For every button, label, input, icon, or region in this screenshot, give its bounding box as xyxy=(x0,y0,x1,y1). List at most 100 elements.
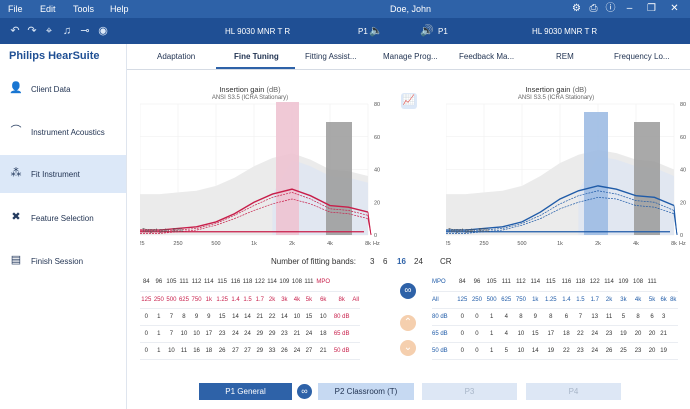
gain-cell[interactable]: 22 xyxy=(577,330,584,337)
gain-cell[interactable]: 23 xyxy=(577,347,584,354)
bands-option-3[interactable]: 3 xyxy=(370,257,375,266)
gain-cell[interactable]: 0 xyxy=(460,347,464,354)
gain-cell[interactable]: 17 xyxy=(547,330,555,337)
gain-cell[interactable]: 7 xyxy=(169,330,174,337)
gain-cell[interactable]: 84 xyxy=(142,279,150,286)
cr-label[interactable]: CR xyxy=(440,257,452,266)
gain-cell[interactable]: 33 xyxy=(268,347,276,354)
gain-cell[interactable]: 0 xyxy=(144,313,148,320)
gain-cell[interactable]: 0 xyxy=(460,313,464,320)
gain-cell[interactable]: 1 xyxy=(157,330,161,337)
minimize-icon[interactable]: – xyxy=(626,3,633,14)
gain-cell[interactable]: 24 xyxy=(244,330,251,337)
tab-fine-tuning[interactable]: Fine Tuning xyxy=(234,52,279,61)
gain-cell[interactable]: 125 xyxy=(141,296,152,303)
gain-cell[interactable]: 111 xyxy=(304,279,314,286)
gain-cell[interactable]: 3k xyxy=(620,296,627,303)
music-icon[interactable]: ♫ xyxy=(62,25,72,37)
gain-cell[interactable]: 19 xyxy=(547,347,555,354)
chevron-up-icon[interactable]: ⌃ xyxy=(400,315,416,331)
tab-frequency-lowering[interactable]: Frequency Lo... xyxy=(614,52,670,61)
gain-cell[interactable]: 105 xyxy=(166,279,177,286)
gain-cell[interactable]: 1.5 xyxy=(243,296,252,303)
gain-cell[interactable]: 26 xyxy=(281,347,288,354)
gain-cell[interactable]: 250 xyxy=(153,296,164,303)
gain-cell[interactable]: 21 xyxy=(293,330,301,337)
gain-cell[interactable]: 7 xyxy=(578,313,583,320)
gain-cell[interactable]: 0 xyxy=(144,330,148,337)
program-button-p4[interactable]: P4 xyxy=(526,383,621,400)
gain-cell[interactable]: 18 xyxy=(205,347,213,354)
print-icon[interactable]: ⎙ xyxy=(589,3,598,14)
gain-cell[interactable]: 1.25 xyxy=(544,296,557,303)
gain-cell[interactable]: 6 xyxy=(564,313,569,320)
gain-cell[interactable]: 5 xyxy=(504,347,508,354)
menu-help[interactable]: Help xyxy=(110,4,129,14)
gain-cell[interactable]: 15 xyxy=(218,313,226,320)
gain-cell[interactable]: 15 xyxy=(305,313,313,320)
gain-cell[interactable]: 10 xyxy=(193,330,200,337)
menu-file[interactable]: File xyxy=(8,4,23,14)
bands-option-24[interactable]: 24 xyxy=(414,257,423,266)
gain-cell[interactable]: 8 xyxy=(519,313,523,320)
close-icon[interactable]: ✕ xyxy=(670,3,679,14)
gain-cell[interactable]: 20 xyxy=(648,347,656,354)
gain-cell[interactable]: 26 xyxy=(218,347,226,354)
gain-cell[interactable]: 5 xyxy=(621,313,626,320)
gain-cell[interactable]: 96 xyxy=(155,279,163,286)
gain-cell[interactable]: 19 xyxy=(620,330,627,337)
gain-cell[interactable]: 17 xyxy=(205,330,213,337)
gain-cell[interactable]: 3 xyxy=(661,313,666,320)
gain-cell[interactable]: 115 xyxy=(217,279,227,286)
gain-cell[interactable]: 20 xyxy=(648,330,656,337)
gain-cell[interactable]: 4 xyxy=(504,330,508,337)
speaker-icon[interactable]: 🔊 xyxy=(420,25,434,37)
gain-cell[interactable]: 108 xyxy=(633,279,644,286)
gain-cell[interactable]: 10 xyxy=(517,330,525,337)
gain-cell[interactable]: 23 xyxy=(634,347,642,354)
right-device-name[interactable]: HL 9030 MNR T R xyxy=(532,27,598,36)
program-button-p3[interactable]: P3 xyxy=(422,383,517,400)
gain-cell[interactable]: 19 xyxy=(660,347,667,354)
gain-cell[interactable]: 0 xyxy=(475,330,479,337)
restore-icon[interactable]: ❐ xyxy=(647,3,656,14)
gain-cell[interactable]: 3k xyxy=(281,296,288,303)
gain-cell[interactable]: 114 xyxy=(204,279,214,286)
gear-icon[interactable]: ⚙ xyxy=(572,3,581,14)
undo-icon[interactable]: ↶ xyxy=(10,25,20,37)
gain-cell[interactable]: 1.7 xyxy=(590,296,599,303)
gain-cell[interactable]: 25 xyxy=(620,347,627,354)
gain-cell[interactable]: 8 xyxy=(549,313,553,320)
gain-cell[interactable]: 13 xyxy=(591,313,599,320)
gain-cell[interactable]: 9 xyxy=(533,313,537,320)
bands-option-6[interactable]: 6 xyxy=(383,257,388,266)
tab-feedback-management[interactable]: Feedback Ma... xyxy=(459,52,515,61)
gain-cell[interactable]: 24 xyxy=(305,330,313,337)
gain-cell[interactable]: 105 xyxy=(486,279,497,286)
gain-cell[interactable]: 0 xyxy=(475,347,479,354)
sidebar-item-finish-session[interactable]: ▤ Finish Session xyxy=(0,242,126,280)
gain-cell[interactable]: 1.4 xyxy=(562,296,571,303)
gain-cell[interactable]: 27 xyxy=(232,347,239,354)
gain-cell[interactable]: 9 xyxy=(207,313,211,320)
gain-cell[interactable]: 111 xyxy=(179,279,189,286)
gain-cell[interactable]: 109 xyxy=(279,279,290,286)
gain-cell[interactable]: 10 xyxy=(517,347,525,354)
gain-cell[interactable]: 115 xyxy=(546,279,556,286)
gain-cell[interactable]: 1k xyxy=(205,296,212,303)
gain-cell[interactable]: 10 xyxy=(319,313,327,320)
gain-cell[interactable]: 27 xyxy=(305,347,313,354)
gain-cell[interactable]: 5k xyxy=(305,296,313,303)
gain-cell[interactable]: 10 xyxy=(168,347,175,354)
gain-cell[interactable]: 109 xyxy=(618,279,629,286)
gain-cell[interactable]: 1 xyxy=(489,330,494,337)
gain-cell[interactable]: 1 xyxy=(157,347,161,354)
gain-cell[interactable]: 27 xyxy=(244,347,251,354)
gain-cell[interactable]: 112 xyxy=(191,279,202,286)
gain-cell[interactable]: 29 xyxy=(268,330,276,337)
gain-cell[interactable]: 4k xyxy=(634,296,642,303)
gain-cell[interactable]: 11 xyxy=(605,313,613,320)
gain-cell[interactable]: 14 xyxy=(232,313,239,320)
gain-cell[interactable]: 8k xyxy=(338,296,345,303)
gain-cell[interactable]: 18 xyxy=(563,330,570,337)
